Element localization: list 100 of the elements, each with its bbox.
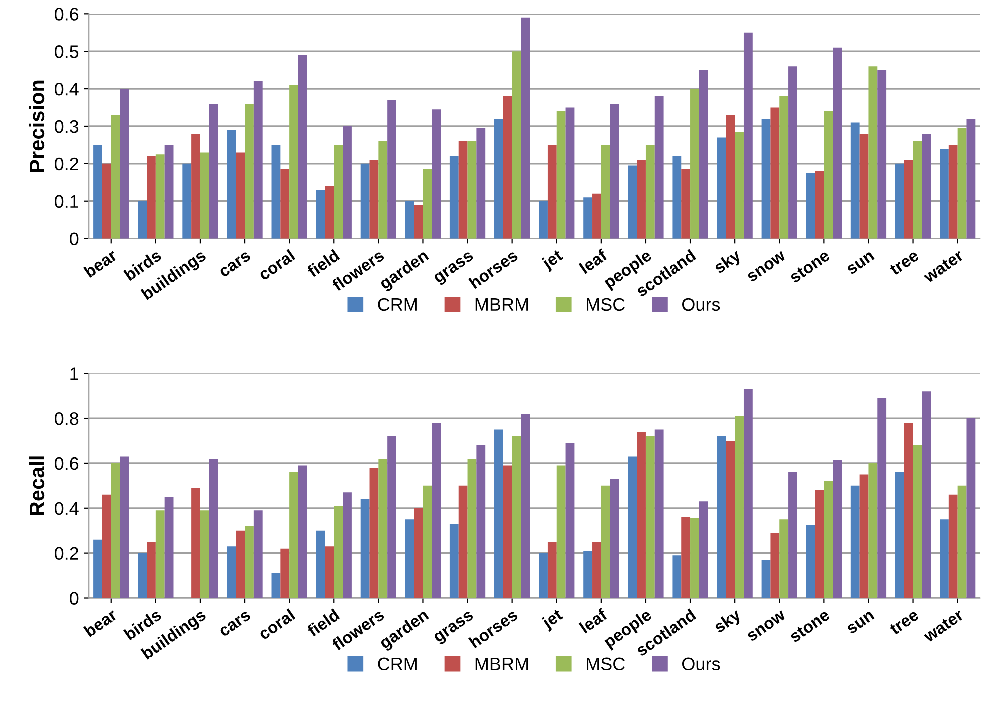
bar	[343, 492, 352, 598]
bar	[566, 443, 575, 598]
bar	[156, 154, 165, 239]
bar	[904, 160, 914, 239]
bar	[780, 96, 789, 239]
bar	[192, 488, 200, 598]
bar	[94, 145, 102, 239]
bar	[200, 152, 210, 239]
bar	[646, 145, 655, 239]
x-tick-label: cars	[219, 610, 252, 638]
bar	[958, 486, 967, 598]
legend-label: CRM	[378, 658, 417, 671]
bar	[548, 542, 557, 598]
y-tick-label: 0.8	[54, 412, 79, 426]
bar	[468, 458, 477, 598]
bar	[637, 432, 646, 598]
bar	[539, 201, 548, 239]
bar	[245, 104, 254, 239]
bar	[539, 553, 548, 598]
bar	[423, 170, 432, 239]
bar	[280, 170, 290, 239]
bar	[450, 156, 459, 239]
x-tick-label: sun	[846, 611, 875, 635]
bar	[512, 436, 522, 598]
bar	[156, 510, 165, 598]
bar	[966, 418, 976, 598]
bar	[432, 110, 442, 239]
y-tick-label: 0.5	[54, 46, 79, 58]
bar	[735, 132, 744, 239]
bar	[850, 486, 860, 598]
bar	[316, 530, 326, 598]
bar	[744, 32, 753, 239]
bar	[503, 466, 512, 598]
bar	[388, 436, 396, 598]
legend-label: Ours	[682, 298, 720, 312]
bar	[494, 430, 504, 598]
legend-label: MSC	[587, 658, 625, 671]
bar	[378, 458, 388, 598]
x-tick-label: bear	[83, 248, 118, 278]
legend-label: MSC	[587, 298, 625, 312]
bar	[200, 510, 210, 598]
y-axis-title: Recall	[29, 456, 45, 516]
y-tick-label: 0.1	[54, 195, 78, 208]
bar	[922, 392, 932, 598]
bar	[521, 18, 530, 239]
bar	[254, 82, 263, 239]
bar	[726, 441, 736, 598]
bar	[423, 486, 432, 598]
bar	[280, 548, 290, 598]
bar	[566, 108, 575, 239]
bar	[948, 145, 958, 239]
bar	[556, 112, 566, 239]
bar	[726, 115, 736, 239]
bar	[860, 474, 869, 598]
bar	[628, 456, 638, 598]
bar	[120, 456, 130, 598]
bar	[717, 138, 726, 239]
bar	[512, 52, 522, 239]
bar	[556, 466, 566, 598]
bar	[878, 398, 887, 598]
bar	[325, 186, 334, 239]
bar	[468, 141, 477, 239]
bar	[762, 560, 771, 598]
bar	[948, 494, 958, 598]
bar	[102, 494, 112, 598]
bar	[236, 152, 246, 239]
bar	[290, 472, 298, 598]
bar	[966, 119, 976, 239]
bar	[806, 173, 816, 239]
bar	[182, 164, 192, 239]
bar	[254, 510, 263, 598]
bar	[654, 96, 664, 239]
bar	[682, 517, 691, 598]
bar	[868, 463, 878, 598]
y-tick-label: 0.2	[54, 158, 78, 171]
bar	[94, 540, 102, 598]
bar	[610, 104, 620, 239]
bar	[610, 479, 620, 598]
bar	[476, 445, 486, 598]
bar	[432, 423, 442, 598]
bar	[378, 141, 388, 239]
bar	[164, 145, 174, 239]
bar	[672, 156, 682, 239]
bar	[450, 524, 459, 598]
bar	[209, 458, 218, 598]
bar	[192, 134, 200, 239]
bar	[601, 486, 610, 598]
bar	[788, 66, 798, 239]
bar	[628, 166, 638, 239]
x-tick-label: leaf	[578, 608, 608, 634]
bar	[699, 502, 708, 598]
bar	[815, 490, 824, 598]
bar	[111, 115, 120, 239]
bar	[735, 416, 744, 598]
bar	[958, 128, 967, 239]
legend-label: MBRM	[476, 298, 528, 311]
bar	[690, 518, 700, 598]
bar	[370, 160, 379, 239]
bar	[824, 481, 834, 598]
bar	[654, 430, 664, 598]
